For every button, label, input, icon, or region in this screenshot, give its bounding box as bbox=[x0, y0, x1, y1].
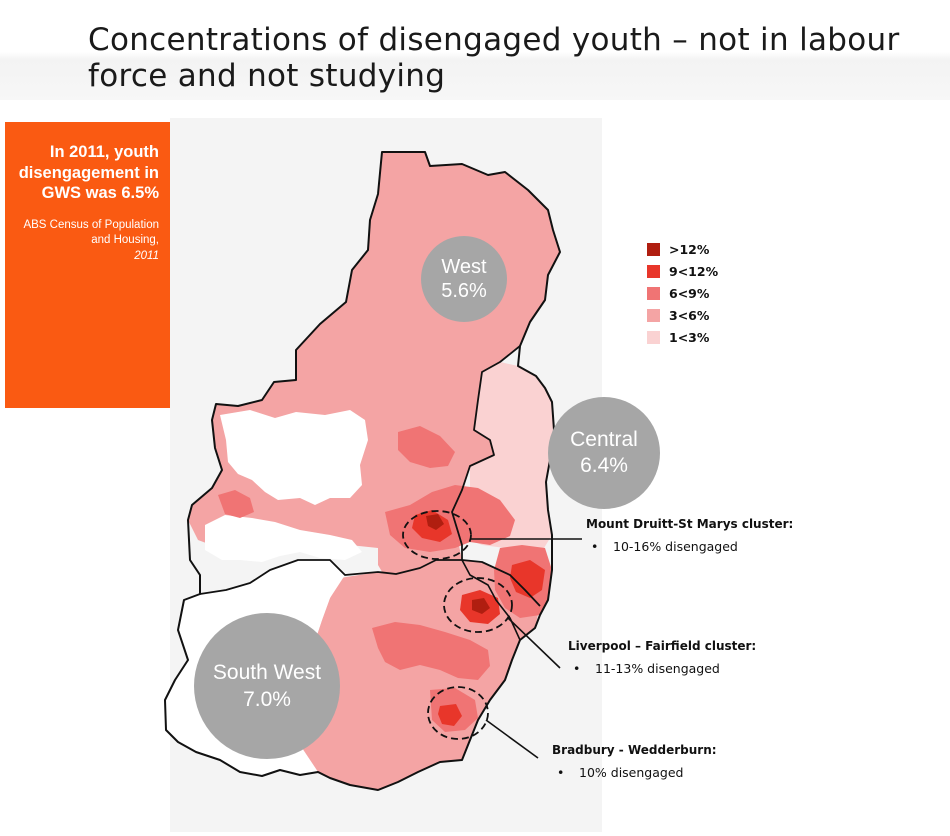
cluster-detail-text: 10-16% disengaged bbox=[613, 539, 738, 554]
legend-item: >12% bbox=[647, 238, 718, 260]
legend-item: 3<6% bbox=[647, 304, 718, 326]
legend-item: 1<3% bbox=[647, 326, 718, 348]
cluster-note-liverpool-fairfield: Liverpool – Fairfield cluster: • 11-13% d… bbox=[568, 638, 756, 678]
callout-source-text: ABS Census of Population and Housing, bbox=[23, 218, 159, 247]
callout-source: ABS Census of Population and Housing, 20… bbox=[13, 218, 159, 265]
liverpool-core bbox=[472, 598, 490, 614]
region-bubble-west: West 5.6% bbox=[421, 236, 507, 322]
blacktown-cluster-fill bbox=[398, 426, 455, 468]
liverpool-fairfield-cluster-outline bbox=[443, 577, 513, 633]
region-bubble-south-west: South West 7.0% bbox=[194, 613, 340, 759]
cluster-detail-text: 11-13% disengaged bbox=[595, 661, 720, 676]
cluster-note-mount-druitt: Mount Druitt-St Marys cluster: • 10-16% d… bbox=[586, 516, 793, 556]
cluster-title: Mount Druitt-St Marys cluster: bbox=[586, 517, 794, 531]
bullet: • bbox=[591, 539, 599, 554]
mount-druitt-cluster-outline bbox=[402, 510, 472, 560]
cluster-detail: • 10-16% disengaged bbox=[586, 538, 793, 556]
gws-outer-boundary bbox=[164, 151, 561, 791]
liverpool-cluster-fill bbox=[372, 622, 490, 680]
summary-callout: In 2011, youth disengagement in GWS was … bbox=[5, 122, 172, 408]
legend-item: 9<12% bbox=[647, 260, 718, 282]
cluster-note-bradbury: Bradbury - Wedderburn: • 10% disengaged bbox=[552, 742, 717, 782]
cluster-detail-text: 10% disengaged bbox=[579, 765, 684, 780]
legend-label: >12% bbox=[669, 241, 710, 257]
legend-swatch bbox=[647, 242, 660, 256]
title-band bbox=[0, 0, 950, 100]
region-name-west: West bbox=[441, 256, 487, 278]
slide-title: Concentrations of disengaged youth – not… bbox=[88, 22, 900, 94]
liverpool-fairfield-leader-line bbox=[507, 617, 561, 669]
mount-druitt-core bbox=[426, 514, 444, 530]
cluster-title: Bradbury - Wedderburn: bbox=[552, 743, 717, 757]
legend-swatch bbox=[647, 330, 660, 344]
callout-headline: In 2011, youth disengagement in GWS was … bbox=[18, 143, 159, 202]
bullet: • bbox=[557, 765, 565, 780]
cluster-detail: • 10% disengaged bbox=[552, 764, 717, 782]
legend-swatch bbox=[647, 286, 660, 300]
cluster-detail: • 11-13% disengaged bbox=[568, 660, 756, 678]
region-value-west: 5.6% bbox=[441, 280, 487, 302]
map-legend: >12% 9<12% 6<9% 3<6% 1<3% bbox=[647, 238, 718, 348]
region-name-south-west: South West bbox=[212, 661, 322, 684]
west-cluster-fill bbox=[218, 490, 254, 518]
bradbury-leader-line bbox=[485, 719, 539, 759]
legend-label: 9<12% bbox=[669, 263, 719, 279]
bradbury-hotspot bbox=[438, 704, 462, 726]
region-bubble-central: Central 6.4% bbox=[548, 397, 660, 509]
west-central-boundary bbox=[451, 345, 521, 560]
legend-swatch bbox=[647, 308, 660, 322]
cluster-title: Liverpool – Fairfield cluster: bbox=[568, 639, 757, 653]
fairfield-hotspot bbox=[510, 560, 545, 598]
mount-druitt-halo-fill bbox=[385, 485, 515, 552]
callout-source-year: 2011 bbox=[134, 249, 159, 262]
west-south-west-boundary bbox=[199, 559, 541, 607]
region-value-central: 6.4% bbox=[580, 454, 628, 477]
bradbury-cluster-outline bbox=[427, 686, 489, 740]
legend-label: 1<3% bbox=[669, 329, 710, 345]
region-value-south-west: 7.0% bbox=[243, 688, 291, 711]
west-unshaded-area-2 bbox=[205, 515, 362, 562]
legend-item: 6<9% bbox=[647, 282, 718, 304]
legend-label: 3<6% bbox=[669, 307, 710, 323]
west-unshaded-area bbox=[220, 410, 368, 505]
legend-label: 6<9% bbox=[669, 285, 710, 301]
region-name-central: Central bbox=[570, 428, 638, 451]
bullet: • bbox=[573, 661, 581, 676]
legend-swatch bbox=[647, 264, 660, 278]
